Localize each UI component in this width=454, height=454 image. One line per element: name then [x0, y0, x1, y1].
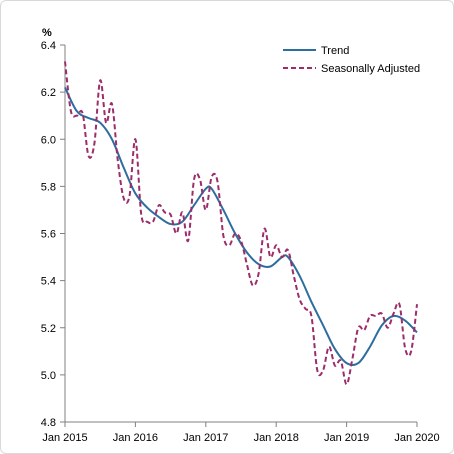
- x-axis-ticks: Jan 2015 Jan 2016 Jan 2017 Jan 2018 Jan 2019…: [42, 422, 440, 444]
- y-tick-label: 5.8: [41, 181, 56, 193]
- y-tick-label: 4.8: [41, 417, 56, 429]
- y-tick-label: 6.4: [41, 40, 56, 52]
- y-tick-label: 5.4: [41, 276, 56, 288]
- x-tick-label: Jan 2019: [324, 432, 369, 444]
- y-tick-label: 6.2: [41, 87, 56, 99]
- x-tick-label: Jan 2018: [254, 432, 299, 444]
- series-line-seasonally-adjusted: [64, 61, 418, 386]
- y-tick-label: 6.0: [41, 134, 56, 146]
- y-axis-unit-label: %: [42, 27, 52, 39]
- y-tick-label: 5.6: [41, 229, 56, 241]
- legend-label: Seasonally Adjusted: [321, 63, 420, 75]
- chart-axes: [64, 45, 417, 423]
- y-tick-label: 5.0: [41, 370, 56, 382]
- y-axis-ticks: 4.8 5.0 5.2 5.4 5.6 5.8 6.0 6.2 6.4: [41, 40, 65, 429]
- x-tick-label: Jan 2017: [183, 432, 228, 444]
- x-tick-label: Jan 2016: [113, 432, 158, 444]
- series-line-trend: [64, 86, 418, 367]
- legend-label: Trend: [321, 45, 349, 57]
- legend: Trend Seasonally Adjusted: [283, 45, 420, 75]
- y-tick-label: 5.2: [41, 323, 56, 335]
- x-tick-label: Jan 2015: [42, 432, 87, 444]
- series-layer: [64, 61, 418, 386]
- x-tick-label: Jan 2020: [394, 432, 439, 444]
